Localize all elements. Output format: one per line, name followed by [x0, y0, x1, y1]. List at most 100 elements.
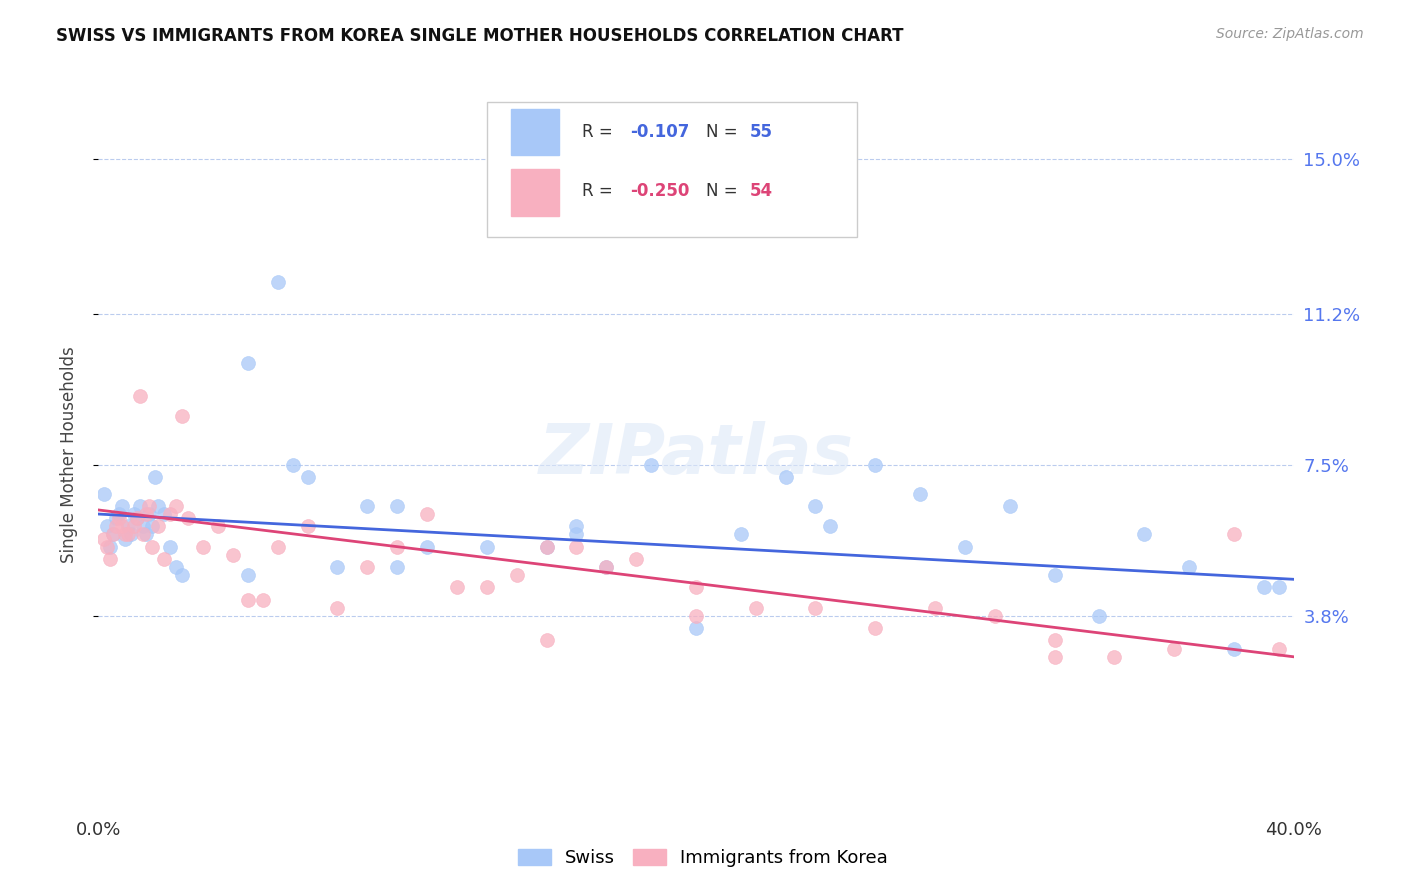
Point: [1223, 527, 1246, 541]
Point: [595, 560, 617, 574]
Point: [1267, 641, 1289, 656]
Point: [124, 519, 146, 533]
Point: [108, 511, 131, 525]
Point: [117, 527, 139, 541]
FancyBboxPatch shape: [510, 169, 558, 216]
Point: [565, 540, 588, 554]
Point: [120, 527, 142, 541]
Point: [105, 511, 128, 525]
Text: 55: 55: [749, 123, 773, 141]
Text: N =: N =: [706, 182, 742, 200]
Point: [117, 519, 139, 533]
Point: [96, 519, 118, 533]
Text: -0.107: -0.107: [630, 123, 689, 141]
Point: [595, 560, 617, 574]
Point: [416, 540, 439, 554]
Point: [1267, 581, 1289, 595]
Point: [165, 560, 187, 574]
Point: [984, 609, 1007, 624]
Point: [93, 486, 115, 500]
Point: [132, 527, 155, 541]
Point: [446, 581, 468, 595]
Point: [191, 540, 214, 554]
Point: [207, 519, 229, 533]
Point: [236, 356, 259, 370]
Point: [865, 458, 887, 472]
Point: [141, 540, 163, 554]
Point: [129, 499, 152, 513]
Point: [865, 621, 887, 635]
Text: R =: R =: [582, 182, 619, 200]
Point: [998, 499, 1021, 513]
Point: [536, 540, 558, 554]
Point: [165, 499, 187, 513]
Point: [111, 519, 134, 533]
Point: [730, 527, 752, 541]
Point: [804, 600, 827, 615]
Point: [138, 499, 160, 513]
Point: [297, 470, 319, 484]
Point: [159, 507, 181, 521]
Text: -0.250: -0.250: [630, 182, 689, 200]
Point: [153, 507, 176, 521]
Point: [1178, 560, 1201, 574]
Point: [953, 540, 976, 554]
Point: [148, 519, 170, 533]
Point: [1043, 568, 1066, 582]
Point: [1088, 609, 1111, 624]
Point: [356, 499, 378, 513]
Point: [536, 633, 558, 648]
Point: [103, 527, 125, 541]
Point: [565, 527, 588, 541]
Point: [1253, 581, 1275, 595]
Point: [924, 600, 946, 615]
Text: ZIPatlas: ZIPatlas: [538, 421, 853, 489]
Point: [222, 548, 245, 562]
Point: [177, 511, 200, 525]
Point: [1223, 641, 1246, 656]
Point: [148, 499, 170, 513]
Point: [108, 507, 131, 521]
Text: N =: N =: [706, 123, 742, 141]
Point: [356, 560, 378, 574]
Point: [416, 507, 439, 521]
Point: [640, 458, 662, 472]
Point: [820, 519, 842, 533]
Point: [124, 507, 146, 521]
Point: [626, 552, 648, 566]
Point: [111, 499, 134, 513]
Point: [1163, 641, 1185, 656]
Point: [745, 600, 768, 615]
Point: [93, 532, 115, 546]
Point: [775, 470, 797, 484]
Text: 54: 54: [749, 182, 773, 200]
Point: [475, 581, 498, 595]
Point: [129, 389, 152, 403]
Text: SWISS VS IMMIGRANTS FROM KOREA SINGLE MOTHER HOUSEHOLDS CORRELATION CHART: SWISS VS IMMIGRANTS FROM KOREA SINGLE MO…: [56, 27, 904, 45]
Point: [685, 621, 707, 635]
Point: [326, 560, 349, 574]
Point: [100, 540, 122, 554]
Point: [685, 581, 707, 595]
Point: [267, 275, 290, 289]
Point: [172, 409, 194, 424]
Point: [103, 527, 125, 541]
Point: [908, 486, 931, 500]
Text: R =: R =: [582, 123, 619, 141]
Point: [475, 540, 498, 554]
Point: [172, 568, 194, 582]
Point: [96, 540, 118, 554]
Point: [506, 568, 529, 582]
Point: [135, 507, 157, 521]
Point: [565, 519, 588, 533]
Point: [153, 552, 176, 566]
Point: [114, 532, 136, 546]
Point: [297, 519, 319, 533]
Point: [536, 540, 558, 554]
Point: [236, 592, 259, 607]
Point: [385, 560, 409, 574]
Point: [1043, 649, 1066, 664]
Point: [114, 527, 136, 541]
FancyBboxPatch shape: [486, 102, 858, 237]
Point: [159, 540, 181, 554]
